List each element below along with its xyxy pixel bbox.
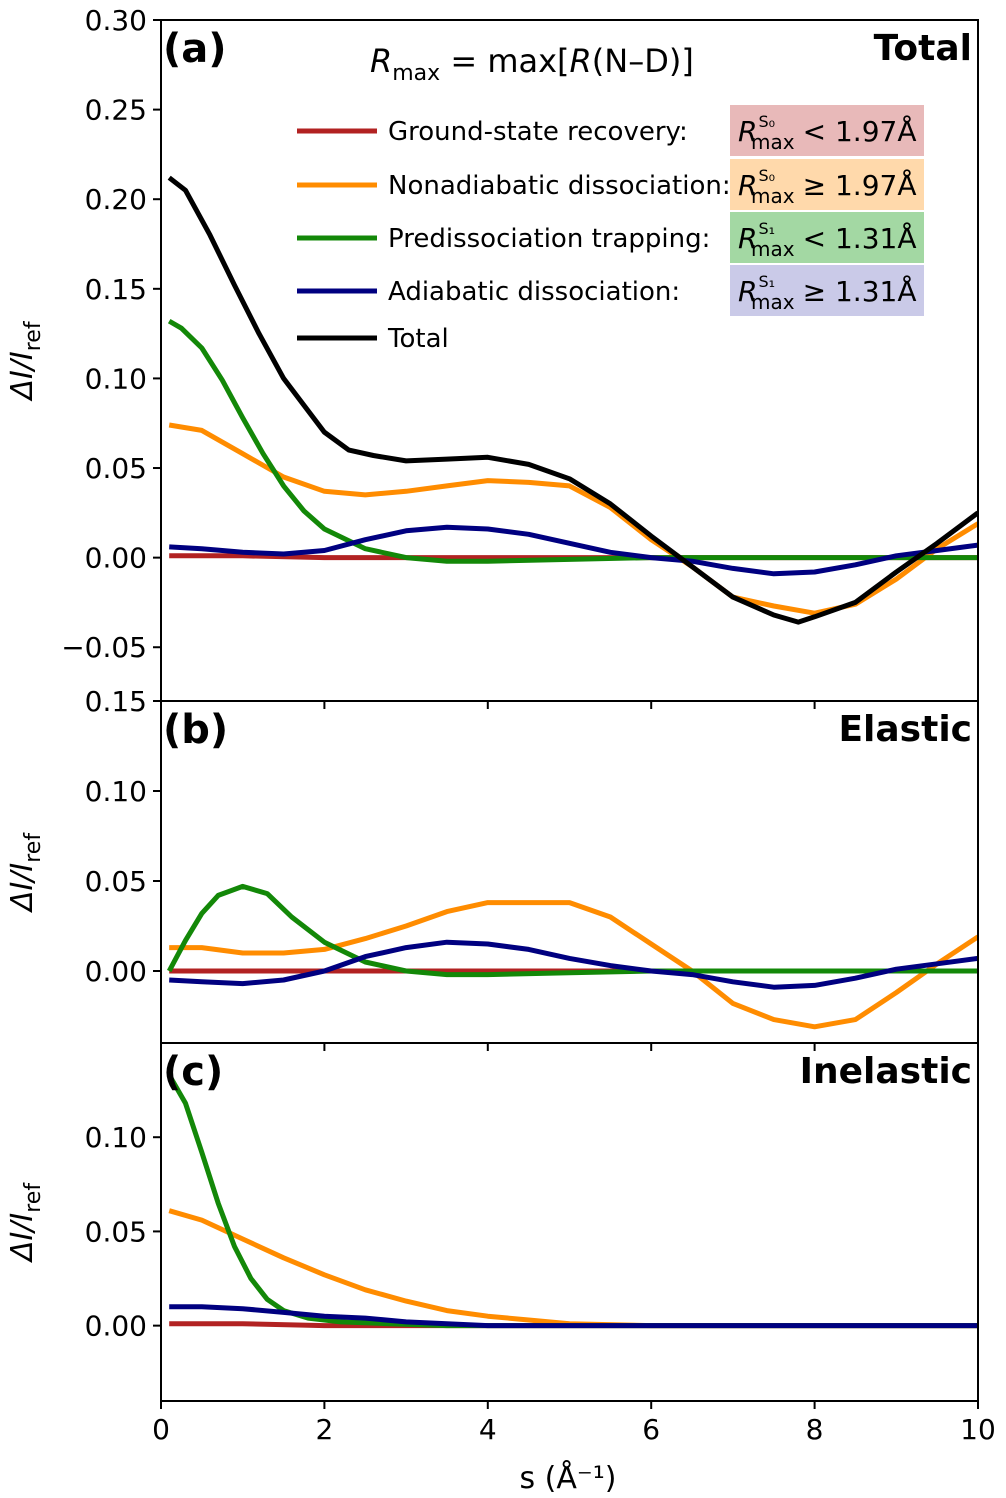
- y-axis-label: ΔI/Iref: [5, 1182, 46, 1263]
- y-tick-label: 0.25: [85, 94, 147, 127]
- x-tick-label: 6: [642, 1413, 660, 1446]
- formula-lhs: R: [370, 42, 392, 80]
- series-nonadiabatic-dissociation: [169, 900, 978, 1030]
- legend-condition: RS₁ max < 1.31Å: [738, 219, 916, 261]
- legend-item: RS₀ max < 1.97Å Ground-state recovery:: [297, 105, 924, 156]
- legend-condition: RS₁ max ≥ 1.31Å: [738, 272, 916, 314]
- legend-label: Ground-state recovery:: [388, 117, 688, 147]
- formula-rhs: = max[: [440, 42, 569, 80]
- y-tick-label: 0.10: [85, 1121, 147, 1154]
- legend-condition: RS₀ max ≥ 1.97Å: [738, 166, 916, 208]
- y-tick-label: 0.15: [85, 685, 147, 718]
- series-group: [166, 883, 978, 1030]
- y-tick-label: 0.15: [85, 273, 147, 306]
- series-predissociation-trapping: [167, 1073, 978, 1329]
- series-adiabatic-dissociation: [169, 1304, 978, 1329]
- y-tick-label: 0.10: [85, 775, 147, 808]
- formula-lhs-sub: max: [392, 61, 440, 86]
- y-tick-label: 0.00: [85, 955, 147, 988]
- y-tick-label: 0.05: [85, 865, 147, 898]
- legend-item: RS₁ max ≥ 1.31Å Adiabatic dissociation:: [297, 265, 924, 316]
- legend-condition-box: [730, 159, 924, 210]
- formula-rhs-r: R: [570, 42, 592, 80]
- y-tick-label: 0.05: [85, 452, 147, 485]
- panel-a: −0.05 0.00 0.05 0.10 0.15 0.20 0.25 0.30 (a) Tota…: [5, 4, 979, 709]
- y-tick-label: −0.05: [61, 631, 147, 664]
- legend-label: Adiabatic dissociation:: [388, 277, 680, 307]
- panel-letter: (c): [163, 1049, 223, 1095]
- legend-condition-box: [730, 212, 924, 263]
- series-nonadiabatic-dissociation: [168, 1208, 978, 1329]
- x-tick-label: 0: [152, 1413, 170, 1446]
- series-predissociation-trapping: [167, 318, 978, 564]
- legend-item: RS₁ max < 1.31Å Predissociation trapping:: [297, 212, 924, 263]
- plot-frame: [160, 1042, 979, 1402]
- y-tick-label: 0.05: [85, 1215, 147, 1248]
- legend-condition-box: [730, 105, 924, 156]
- y-tick-label: 0.00: [85, 1310, 147, 1343]
- panel-c: 0.00 0.05 0.10 0 2 4 6 8 10 (c) Inelastic ΔI/Iref: [5, 1042, 996, 1446]
- legend-label: Nonadiabatic dissociation:: [388, 171, 731, 201]
- formula: Rmax = max[R(N–D)]: [370, 42, 694, 86]
- y-axis-label: ΔI/Iref: [5, 832, 46, 913]
- legend-label: Predissociation trapping:: [388, 224, 710, 254]
- legend-condition: RS₀ max < 1.97Å: [738, 112, 916, 154]
- x-tick-label: 4: [479, 1413, 497, 1446]
- x-tick-label: 2: [315, 1413, 333, 1446]
- legend-condition-box: [730, 265, 924, 316]
- panel-title: Elastic: [838, 709, 972, 750]
- y-axis-label: ΔI/Iref: [5, 320, 46, 401]
- series-predissociation-trapping: [166, 883, 978, 978]
- formula-rhs-tail: (N–D)]: [592, 42, 694, 80]
- y-tick-label: 0.10: [85, 362, 147, 395]
- panel-title: Total: [874, 28, 972, 69]
- series-total: [167, 175, 978, 625]
- x-tick-label: 8: [806, 1413, 824, 1446]
- series-nonadiabatic-dissociation: [168, 422, 978, 616]
- panel-letter: (b): [163, 707, 228, 753]
- series-adiabatic-dissociation: [169, 524, 978, 577]
- panel-letter: (a): [163, 26, 227, 72]
- legend-item: Total: [297, 324, 449, 354]
- panel-title: Inelastic: [800, 1051, 972, 1092]
- series-group: [167, 175, 978, 625]
- y-tick-label: 0.30: [85, 4, 147, 37]
- y-tick-label: 0.00: [85, 542, 147, 575]
- series-group: [167, 1073, 978, 1329]
- y-tick-label: 0.20: [85, 183, 147, 216]
- x-tick-label: 10: [960, 1413, 996, 1446]
- x-axis-label: s (Å⁻¹): [520, 1460, 617, 1496]
- series-adiabatic-dissociation: [169, 939, 978, 990]
- plot-frame: [160, 700, 979, 1044]
- legend-label: Total: [387, 324, 449, 354]
- panel-b: 0.00 0.05 0.10 0.15 (b) Elastic ΔI/Iref: [5, 685, 979, 1051]
